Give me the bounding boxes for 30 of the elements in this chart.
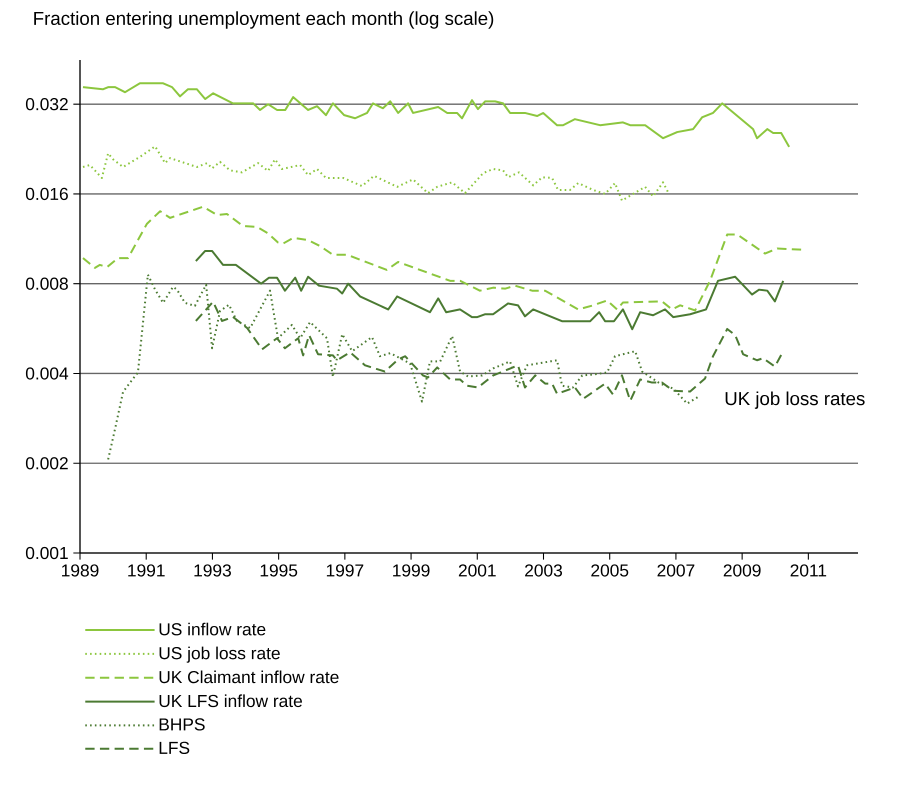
line-series	[82, 82, 790, 148]
line-series	[82, 145, 670, 202]
y-tick-label: 0.032	[26, 98, 68, 110]
line-series	[82, 206, 804, 312]
x-tick-label: 1999	[393, 564, 430, 577]
x-tick-label: 1989	[62, 564, 98, 577]
x-tick-label: 1997	[326, 564, 364, 577]
x-tick-label: 1993	[194, 564, 231, 577]
x-tick-label: 2011	[790, 564, 826, 577]
y-tick-label: 0.001	[26, 546, 68, 560]
y-tick-label: 0.004	[26, 367, 68, 380]
y-tick-label: 0.008	[26, 278, 68, 290]
x-tick-label: 2001	[458, 564, 496, 577]
y-tick-label: 0.016	[26, 188, 68, 200]
line-series	[194, 250, 784, 330]
legend-label: UK Claimant inflow rate	[160, 670, 339, 684]
chart-title: Fraction entering unemployment each month (log scale)	[34, 11, 494, 29]
x-tick-label: 2007	[658, 564, 694, 577]
x-tick-label: 1995	[260, 564, 298, 577]
legend-label: LFS	[160, 742, 190, 754]
legend-label: BHPS	[160, 718, 205, 731]
legend-label: US job loss rate	[160, 646, 280, 663]
legend-label: US inflow rate	[160, 622, 266, 636]
x-tick-label: 2005	[591, 564, 628, 577]
x-tick-label: 2009	[724, 564, 761, 577]
annotation: UK job loss rates	[726, 391, 865, 409]
x-tick-label: 1991	[128, 564, 165, 577]
legend-label: UK LFS inflow rate	[160, 694, 302, 708]
y-tick-label: 0.002	[26, 457, 68, 470]
x-tick-label: 2003	[525, 564, 562, 577]
